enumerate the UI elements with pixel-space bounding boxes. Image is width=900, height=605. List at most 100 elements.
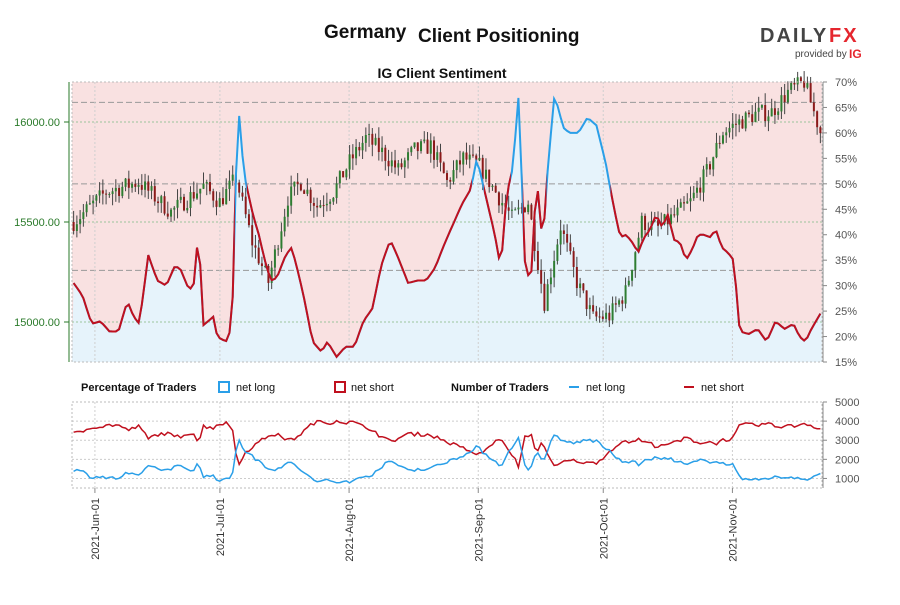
candle-body — [150, 186, 153, 191]
candle-body — [494, 185, 497, 193]
candle-body — [413, 142, 416, 148]
candle-body — [523, 207, 526, 213]
candle-body — [374, 137, 377, 145]
candle-body — [361, 142, 364, 151]
candle-body — [773, 108, 776, 115]
candle-body — [497, 192, 500, 206]
candle-body — [225, 189, 228, 205]
candle-body — [471, 154, 474, 156]
candle-body — [452, 170, 455, 182]
candle-body — [696, 187, 698, 193]
candle-body — [757, 107, 760, 112]
candle-body — [588, 305, 591, 310]
candle-body — [163, 196, 166, 214]
traders-frame — [71, 401, 824, 489]
candle-body — [556, 244, 559, 261]
candle-body — [481, 157, 484, 179]
candle-body — [416, 142, 419, 152]
pct-tick-label: 35% — [835, 255, 857, 267]
candle-body — [355, 146, 358, 159]
candle-body — [712, 157, 715, 170]
candle-body — [624, 285, 627, 304]
candle-body — [147, 181, 150, 191]
pct-tick-label: 30% — [835, 281, 857, 293]
candle-body — [790, 82, 793, 90]
candle-body — [342, 171, 345, 178]
candle-body — [131, 183, 134, 188]
pct-tick-label: 40% — [835, 230, 857, 242]
candle-body — [345, 169, 348, 178]
candle-body — [335, 183, 338, 198]
candle-body — [734, 123, 737, 125]
date-label: 2021-Jul-01 — [215, 498, 227, 556]
candle-body — [465, 152, 468, 160]
pct-tick-label: 65% — [835, 102, 857, 114]
chart-subtitle: IG Client Sentiment — [377, 65, 506, 81]
candle-body — [101, 190, 104, 194]
candle-body — [202, 183, 205, 189]
candle-body — [338, 171, 341, 184]
legend-pct-short-swatch — [334, 381, 346, 393]
candle-body — [118, 187, 121, 196]
candle-body — [601, 316, 604, 319]
candle-body — [98, 190, 101, 196]
traders-frame-rect — [71, 401, 823, 489]
brand-provided-by: provided by — [795, 49, 847, 60]
candle-body — [760, 105, 763, 108]
candle-body — [189, 192, 192, 208]
candle-body — [812, 102, 815, 112]
candle-body — [741, 119, 744, 129]
candle-body — [731, 123, 734, 128]
candle-body — [277, 248, 280, 250]
candle-body — [536, 250, 539, 271]
net-long-pct-line — [72, 95, 822, 359]
candle-body — [614, 303, 617, 305]
candle-body — [747, 112, 750, 115]
legend: Percentage of Traders net long net short… — [81, 381, 744, 394]
main-frame-rect — [71, 81, 823, 363]
candle-body — [124, 178, 127, 187]
candle-body — [244, 196, 247, 215]
candle-body — [484, 169, 487, 179]
pct-tick-label: 70% — [835, 77, 857, 89]
candle-body — [575, 266, 578, 289]
candle-body — [332, 197, 335, 202]
candle-body — [309, 189, 312, 203]
candle-body — [238, 182, 241, 193]
candle-body — [530, 204, 533, 220]
pct-tick-label: 15% — [835, 357, 857, 369]
pct-tick-label: 45% — [835, 204, 857, 216]
candle-body — [449, 179, 452, 182]
title-main: Client Positioning — [418, 26, 580, 47]
candle-body — [111, 191, 114, 195]
candle-body — [770, 108, 773, 117]
candle-body — [582, 283, 585, 291]
legend-pct-short: net short — [351, 382, 394, 394]
candle-body — [390, 160, 393, 167]
candle-body — [754, 111, 757, 123]
candle-body — [708, 164, 711, 170]
legend-pct-long-swatch — [218, 381, 230, 393]
candle-body — [562, 230, 565, 234]
candle-body — [325, 203, 328, 206]
pct-tick-label: 50% — [835, 179, 857, 191]
candle-body — [364, 135, 367, 143]
candle-body — [663, 214, 666, 225]
date-label: 2021-Jun-01 — [90, 498, 102, 560]
pct-tick-label: 60% — [835, 128, 857, 140]
pct-tick-label: 20% — [835, 332, 857, 344]
candle-body — [559, 230, 562, 245]
candle-body — [475, 155, 478, 161]
candle-body — [283, 216, 286, 232]
candle-body — [764, 105, 767, 122]
candle-body — [423, 139, 426, 142]
traders-tick-label: 4000 — [835, 416, 859, 428]
candle-body — [611, 303, 614, 321]
candle-body — [679, 202, 682, 208]
traders-net-short-line — [73, 419, 821, 471]
brand-ig: IG — [849, 47, 862, 61]
candle-body — [264, 265, 267, 267]
candle-body — [251, 225, 254, 246]
candle-body — [170, 209, 173, 217]
